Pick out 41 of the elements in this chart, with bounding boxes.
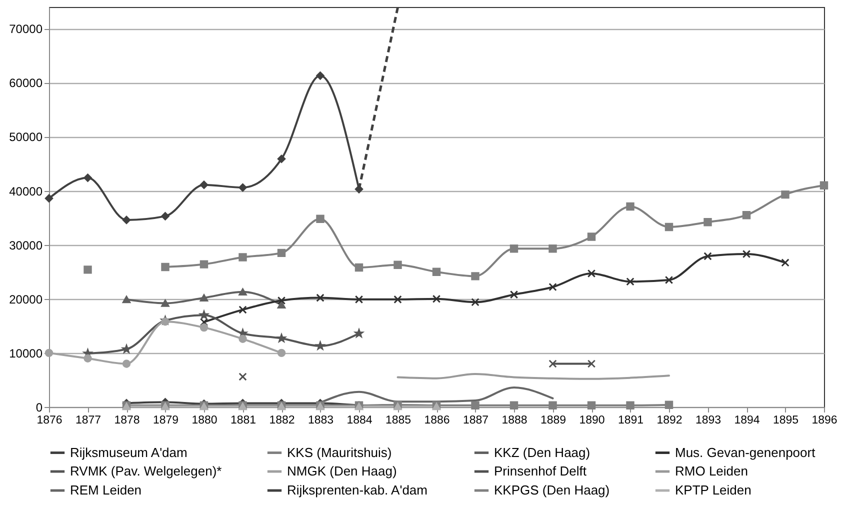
y-tick-label: 10000 bbox=[9, 346, 43, 360]
x-tick-label: 1889 bbox=[540, 414, 566, 426]
legend-label: Prinsenhof Delft bbox=[494, 464, 587, 478]
y-tick-label: 50000 bbox=[9, 130, 43, 144]
x-tick-label: 1888 bbox=[502, 414, 528, 426]
y-tick-label: 60000 bbox=[9, 76, 43, 90]
x-tick-label: 1895 bbox=[772, 414, 799, 426]
x-tick-label: 1878 bbox=[114, 414, 140, 426]
legend-label: KPTP Leiden bbox=[675, 482, 752, 498]
x-tick-label: 1880 bbox=[192, 414, 218, 426]
y-tick-label: 0 bbox=[36, 400, 43, 414]
legend-label: NMGK (Den Haag) bbox=[287, 464, 397, 478]
x-tick-label: 1885 bbox=[385, 414, 412, 426]
x-tick-label: 1884 bbox=[346, 414, 373, 426]
legend-label: KKZ (Den Haag) bbox=[494, 444, 590, 460]
x-tick-label: 1891 bbox=[618, 414, 644, 426]
legend-label: KKPGS (Den Haag) bbox=[494, 482, 610, 498]
x-tick-label: 1883 bbox=[308, 414, 334, 426]
legend-label: Rijksmuseum A'dam bbox=[70, 444, 188, 460]
x-tick-label: 1886 bbox=[424, 414, 450, 426]
x-tick-label: 1894 bbox=[734, 414, 760, 426]
legend-label: RMO Leiden bbox=[675, 464, 748, 478]
legend-label: KKS (Mauritshuis) bbox=[287, 444, 392, 460]
x-tick-label: 1879 bbox=[152, 414, 179, 426]
x-tick-label: 1892 bbox=[656, 414, 682, 426]
legend-label: RVMK (Pav. Welgelegen)* bbox=[70, 464, 222, 478]
x-tick-label: 1890 bbox=[579, 414, 605, 426]
x-tick-label: 1881 bbox=[230, 414, 256, 426]
x-tick-label: 1893 bbox=[695, 414, 722, 426]
x-tick-label: 1877 bbox=[75, 414, 102, 426]
y-tick-label: 30000 bbox=[9, 238, 43, 252]
x-tick-label: 1887 bbox=[462, 414, 489, 426]
x-tick-label: 1896 bbox=[812, 414, 838, 426]
legend-label: Rijksprenten-kab. A'dam bbox=[287, 482, 428, 498]
x-tick-label: 1876 bbox=[36, 414, 62, 426]
x-tick-label: 1882 bbox=[269, 414, 295, 426]
y-tick-label: 70000 bbox=[9, 22, 43, 36]
y-tick-label: 20000 bbox=[9, 292, 43, 306]
y-tick-label: 40000 bbox=[9, 184, 43, 198]
legend-label: Mus. Gevan-genenpoort bbox=[675, 444, 816, 460]
legend-label: REM Leiden bbox=[70, 482, 142, 498]
